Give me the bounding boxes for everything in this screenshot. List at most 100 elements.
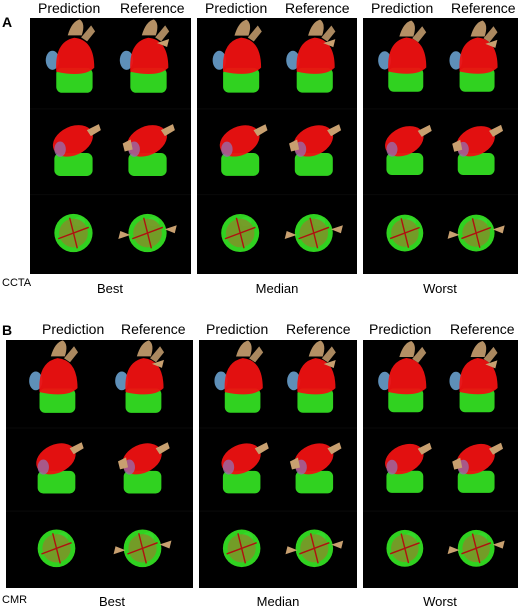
vessel-shape bbox=[308, 340, 325, 357]
vein-shape bbox=[37, 459, 49, 475]
heart-oblique-view bbox=[289, 124, 342, 176]
axis-line bbox=[143, 217, 153, 249]
b-best-heart-renders bbox=[6, 340, 193, 568]
heart-oblique-view bbox=[36, 442, 84, 494]
ventricle-shape bbox=[297, 388, 334, 413]
heart-side-view bbox=[378, 20, 427, 92]
a-worst-prediction-header: Prediction bbox=[371, 0, 434, 16]
vein-shape bbox=[449, 371, 463, 391]
vessel-shape bbox=[150, 346, 165, 363]
vessel-shape bbox=[234, 19, 251, 36]
vessel-shape bbox=[470, 20, 487, 37]
vein-shape bbox=[378, 51, 392, 70]
ventricle-shape bbox=[56, 67, 93, 93]
ventricle-shape bbox=[386, 470, 424, 493]
atrium-shape bbox=[56, 37, 95, 74]
a-median-heart-renders bbox=[197, 19, 357, 253]
atrium-shape bbox=[459, 358, 498, 395]
ventricle-shape bbox=[296, 67, 333, 93]
vessel-shape bbox=[485, 360, 498, 369]
heart-side-view bbox=[287, 340, 336, 413]
ventricle-shape bbox=[386, 152, 424, 176]
vein-shape bbox=[214, 371, 228, 391]
a-median-reference-header: Reference bbox=[285, 0, 350, 16]
ventricle-shape bbox=[224, 388, 261, 413]
vessel-shape bbox=[122, 139, 133, 152]
axis-line bbox=[471, 218, 481, 248]
vessel-shape bbox=[485, 39, 498, 48]
panel-a-label: A bbox=[2, 14, 13, 30]
heart-top-view bbox=[447, 214, 505, 252]
vein-shape bbox=[386, 459, 398, 475]
axis-line bbox=[471, 533, 481, 564]
axis-line bbox=[237, 533, 247, 564]
heart-side-view bbox=[449, 20, 498, 92]
vessel-shape bbox=[155, 442, 170, 455]
vessel-shape bbox=[81, 25, 96, 42]
ventricle-shape bbox=[388, 388, 424, 413]
b-best-label: Best bbox=[98, 594, 125, 609]
a-worst-heart-renders bbox=[363, 20, 518, 252]
vessel-shape bbox=[399, 341, 415, 358]
a-best-label: Best bbox=[96, 281, 123, 296]
vessel-shape bbox=[483, 346, 498, 363]
a-best-render-group bbox=[30, 18, 191, 274]
vessel-shape bbox=[86, 124, 101, 137]
vein-shape bbox=[378, 371, 392, 391]
atrium-shape bbox=[388, 37, 427, 74]
heart-top-view bbox=[284, 214, 343, 253]
heart-side-view bbox=[29, 340, 79, 413]
atrium-shape bbox=[296, 37, 335, 74]
ventricle-shape bbox=[388, 67, 424, 92]
axis-line bbox=[309, 217, 319, 249]
b-worst-prediction-header: Prediction bbox=[369, 321, 432, 337]
b-best-render-group bbox=[6, 340, 193, 588]
a-modality-label: CCTA bbox=[2, 277, 32, 289]
vessel-shape bbox=[136, 340, 153, 357]
vessel-shape bbox=[236, 340, 252, 357]
vein-shape bbox=[45, 50, 60, 70]
heart-oblique-view bbox=[52, 124, 101, 176]
vessel-shape bbox=[151, 359, 164, 368]
ventricle-shape bbox=[128, 153, 167, 176]
vessel-shape bbox=[118, 230, 131, 239]
ventricle-shape bbox=[125, 388, 162, 413]
atrium-shape bbox=[222, 37, 262, 74]
vessel-shape bbox=[447, 546, 460, 555]
vessel-shape bbox=[321, 346, 336, 363]
atrium-shape bbox=[297, 358, 336, 395]
heart-top-view bbox=[285, 529, 344, 568]
ventricle-shape bbox=[130, 67, 167, 93]
atrium-shape bbox=[459, 37, 498, 74]
axis-line bbox=[68, 217, 78, 249]
vessel-shape bbox=[308, 19, 324, 36]
a-worst-render-group bbox=[363, 18, 518, 274]
vessel-shape bbox=[452, 457, 463, 470]
vein-shape bbox=[449, 51, 463, 70]
vessel-shape bbox=[289, 139, 300, 152]
vein-shape bbox=[54, 141, 66, 157]
vein-shape bbox=[212, 50, 226, 70]
ventricle-shape bbox=[294, 153, 333, 176]
vessel-shape bbox=[253, 124, 268, 137]
b-worst-render-group bbox=[363, 340, 518, 588]
heart-top-view bbox=[221, 214, 260, 253]
vessel-shape bbox=[330, 225, 343, 234]
vessel-shape bbox=[118, 457, 129, 470]
axis-line bbox=[235, 217, 245, 249]
axis-line bbox=[400, 218, 410, 248]
ventricle-shape bbox=[54, 153, 93, 176]
vessel-shape bbox=[323, 39, 336, 48]
b-median-label: Median bbox=[256, 594, 300, 609]
vessel-shape bbox=[113, 546, 126, 555]
heart-side-view bbox=[449, 341, 498, 413]
a-best-reference-header: Reference bbox=[120, 0, 185, 16]
vessel-shape bbox=[164, 225, 177, 234]
ventricle-shape bbox=[221, 153, 260, 176]
atrium-shape bbox=[224, 358, 263, 395]
b-median-prediction-header: Prediction bbox=[206, 321, 269, 337]
heart-side-view bbox=[115, 340, 165, 413]
vein-shape bbox=[386, 141, 398, 157]
vessel-shape bbox=[321, 25, 336, 42]
atrium-shape bbox=[388, 358, 427, 395]
